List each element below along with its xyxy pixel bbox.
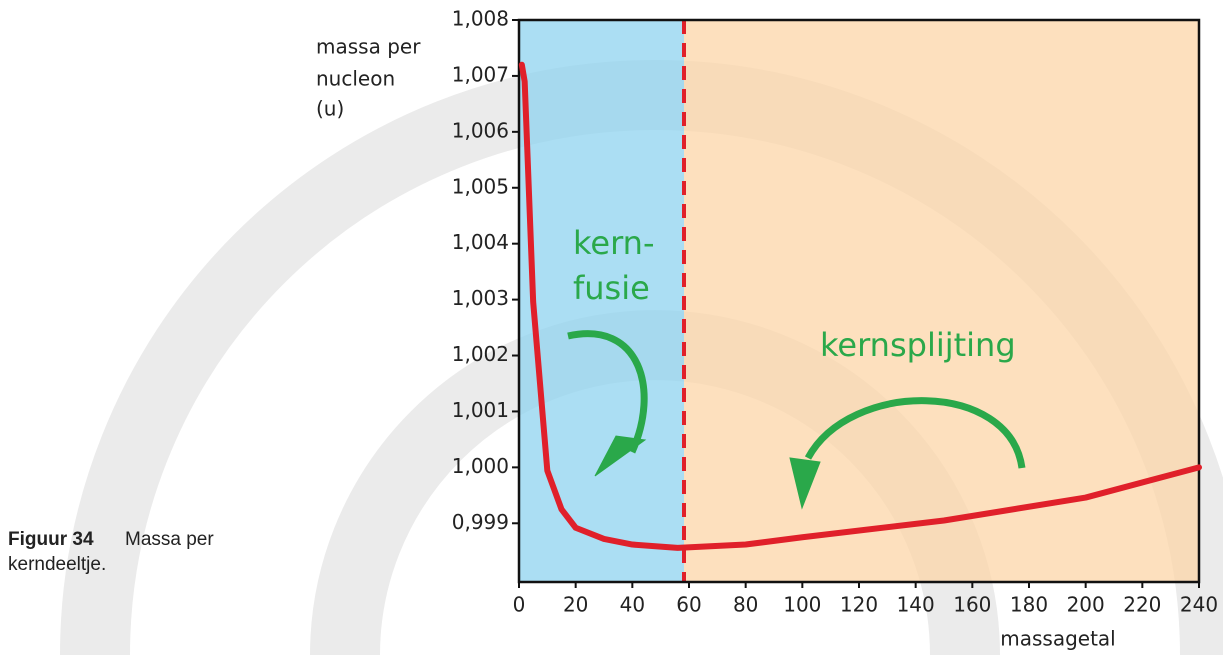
x-tick-label: 220 xyxy=(1123,593,1161,617)
y-tick-label: 1,003 xyxy=(452,286,509,310)
y-axis-label: nucleon xyxy=(316,67,395,91)
caption-text: Massa per xyxy=(125,529,214,550)
y-axis-label: massa per xyxy=(316,35,421,59)
x-tick-label: 180 xyxy=(1010,593,1048,617)
y-tick-label: 1,002 xyxy=(452,342,509,366)
x-tick-label: 140 xyxy=(897,593,935,617)
x-tick-label: 200 xyxy=(1067,593,1105,617)
x-tick-label: 0 xyxy=(513,593,526,617)
y-tick-label: 1,005 xyxy=(452,174,509,198)
x-tick-label: 40 xyxy=(620,593,645,617)
y-axis-label: (u) xyxy=(316,97,344,121)
y-tick-label: 1,007 xyxy=(452,62,509,86)
data-line xyxy=(518,61,1202,551)
x-tick-label: 240 xyxy=(1180,593,1218,617)
y-tick-label: 1,001 xyxy=(452,398,509,422)
x-tick-label: 80 xyxy=(733,593,758,617)
y-tick-label: 1,004 xyxy=(452,230,509,254)
fusion-label: fusie xyxy=(573,269,650,307)
fission-region xyxy=(684,20,1199,582)
x-tick-label: 20 xyxy=(563,593,588,617)
fusion-arrow xyxy=(567,330,648,477)
fission-arrow xyxy=(789,397,1026,510)
y-tick-label: 1,006 xyxy=(452,118,509,142)
y-tick-label: 1,008 xyxy=(452,7,509,31)
fusion-label: kern- xyxy=(573,224,655,262)
x-tick-label: 160 xyxy=(953,593,991,617)
x-tick-label: 60 xyxy=(676,593,701,617)
fusion-region xyxy=(519,20,684,582)
fission-label: kernsplijting xyxy=(820,326,1016,364)
x-tick-label: 100 xyxy=(783,593,821,617)
caption-text: kerndeeltje. xyxy=(8,554,106,575)
x-tick-label: 120 xyxy=(840,593,878,617)
caption-label: Figuur 34 xyxy=(8,529,94,550)
y-tick-label: 1,000 xyxy=(452,454,509,478)
y-tick-label: 0,999 xyxy=(452,510,509,534)
x-axis-label: massagetal xyxy=(1000,627,1116,651)
